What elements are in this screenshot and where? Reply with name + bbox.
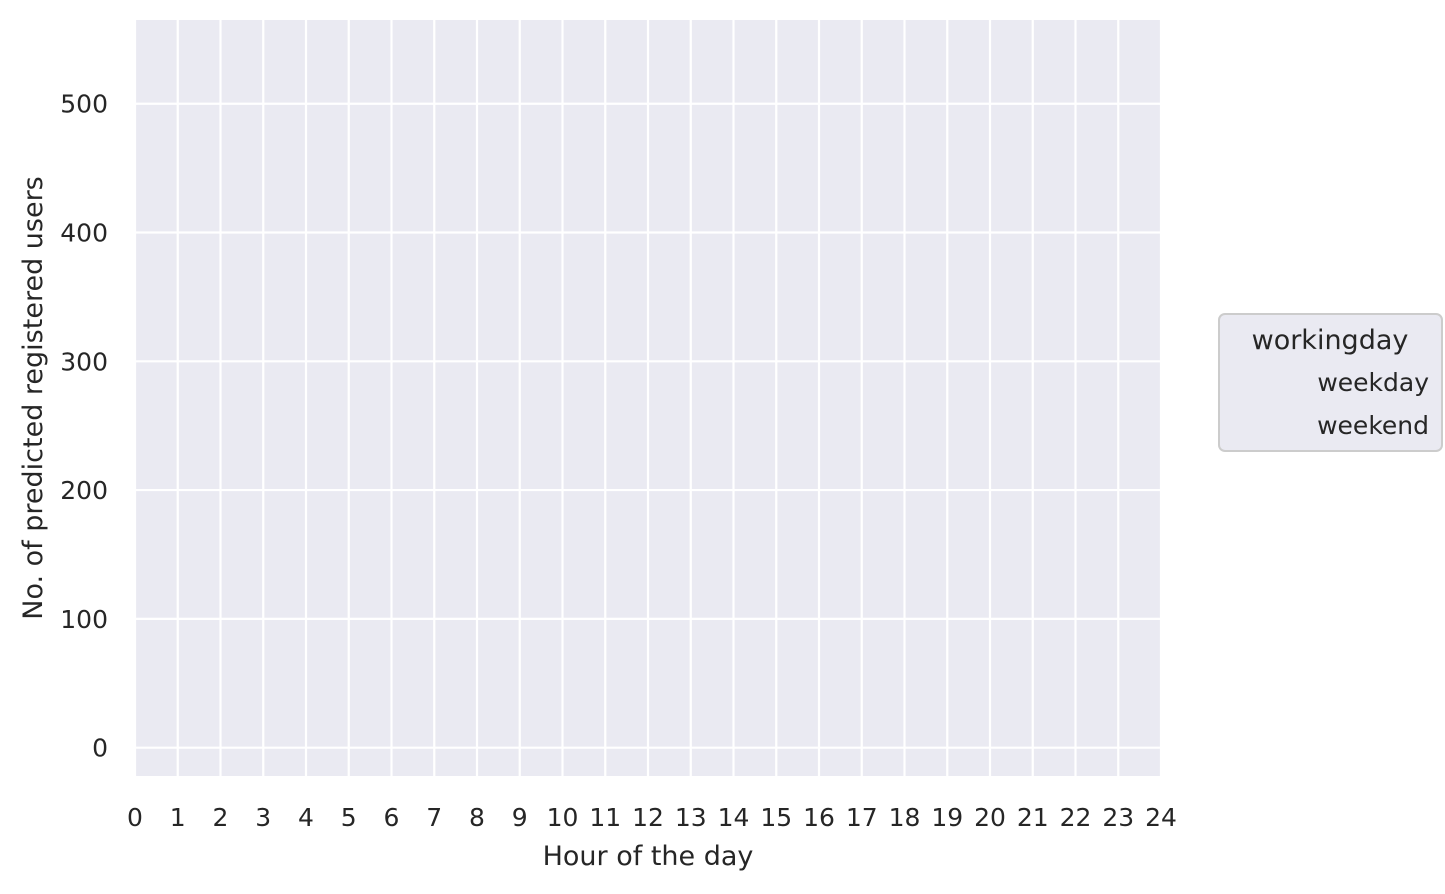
- x-tick-label: 8: [469, 803, 485, 832]
- x-tick-label: 6: [384, 803, 400, 832]
- x-tick-label: 16: [803, 803, 835, 832]
- x-tick-label: 19: [931, 803, 963, 832]
- legend: workingday weekday weekend: [1218, 313, 1443, 452]
- x-tick-label: 7: [426, 803, 442, 832]
- y-tick-label: 300: [60, 347, 108, 376]
- legend-entries: weekday weekend: [1317, 368, 1429, 440]
- x-tick-label: 17: [846, 803, 878, 832]
- y-tick-labels: 0 100 200 300 400 500: [60, 90, 108, 763]
- x-tick-label: 18: [889, 803, 921, 832]
- x-tick-labels: 0 1 2 3 4 5 6 7 8 9 10 11 12 13 14 15 16 17 18 19 20 21 22 23 24: [127, 803, 1177, 832]
- legend-title: workingday: [1252, 325, 1409, 356]
- x-tick-label: 11: [589, 803, 621, 832]
- y-tick-label: 0: [92, 734, 108, 763]
- x-tick-label: 0: [127, 803, 143, 832]
- x-tick-label: 12: [632, 803, 664, 832]
- legend-box: [1218, 313, 1443, 452]
- x-tick-label: 14: [718, 803, 750, 832]
- x-axis-label: Hour of the day: [543, 841, 754, 872]
- y-tick-label: 400: [60, 219, 108, 248]
- x-tick-label: 20: [974, 803, 1006, 832]
- x-tick-label: 22: [1060, 803, 1092, 832]
- y-tick-label: 200: [60, 476, 108, 505]
- x-tick-label: 10: [547, 803, 579, 832]
- y-tick-label: 500: [60, 90, 108, 119]
- x-tick-label: 5: [341, 803, 357, 832]
- x-tick-label: 4: [298, 803, 314, 832]
- grid-layer: [133, 20, 1163, 776]
- x-tick-label: 13: [675, 803, 707, 832]
- x-tick-label: 15: [760, 803, 792, 832]
- legend-entry: weekend: [1317, 411, 1429, 440]
- x-tick-label: 21: [1017, 803, 1049, 832]
- x-tick-label: 23: [1102, 803, 1134, 832]
- x-tick-label: 3: [255, 803, 271, 832]
- legend-entry: weekday: [1317, 368, 1429, 397]
- y-axis-label: No. of predicted registered users: [18, 176, 49, 620]
- x-tick-label: 24: [1145, 803, 1177, 832]
- y-tick-label: 100: [60, 605, 108, 634]
- x-tick-label: 9: [512, 803, 528, 832]
- x-tick-label: 2: [213, 803, 229, 832]
- x-tick-label: 1: [170, 803, 186, 832]
